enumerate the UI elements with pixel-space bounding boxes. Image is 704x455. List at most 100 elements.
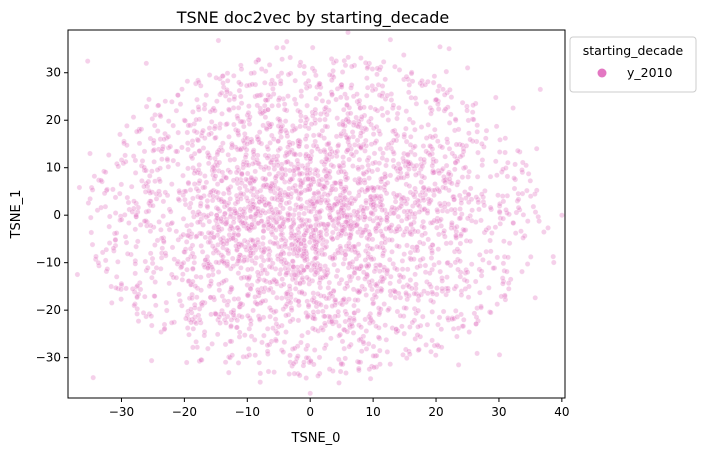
scatter-point <box>452 116 459 122</box>
scatter-point <box>454 314 461 320</box>
scatter-point <box>195 137 201 144</box>
scatter-point <box>260 228 267 234</box>
scatter-point <box>295 161 301 167</box>
scatter-point <box>112 237 119 243</box>
scatter-point <box>235 231 242 238</box>
scatter-point <box>124 142 130 148</box>
scatter-point <box>465 294 472 301</box>
scatter-point <box>205 345 211 352</box>
scatter-point <box>166 280 172 287</box>
scatter-point <box>151 293 158 300</box>
scatter-point <box>227 157 233 163</box>
scatter-point <box>363 271 370 278</box>
scatter-point <box>236 329 243 336</box>
scatter-point <box>464 107 470 114</box>
scatter-point <box>367 104 374 111</box>
scatter-point <box>326 168 333 175</box>
scatter-point <box>213 259 219 266</box>
scatter-point <box>392 63 398 70</box>
scatter-point <box>337 368 344 375</box>
scatter-point <box>393 131 399 137</box>
scatter-point <box>340 297 346 303</box>
scatter-point <box>439 144 446 151</box>
scatter-point <box>183 239 190 245</box>
scatter-point <box>132 226 139 233</box>
scatter-point <box>353 149 360 155</box>
scatter-point <box>261 277 268 283</box>
scatter-point <box>342 355 349 362</box>
scatter-point <box>487 204 494 211</box>
scatter-point <box>211 125 218 132</box>
scatter-point <box>342 62 349 69</box>
scatter-point <box>469 109 476 115</box>
scatter-point <box>240 220 246 226</box>
scatter-point <box>256 139 263 146</box>
scatter-point <box>380 59 387 65</box>
scatter-point <box>275 97 282 103</box>
scatter-point <box>407 189 414 196</box>
scatter-point <box>467 238 474 244</box>
scatter-point <box>323 227 330 234</box>
scatter-point <box>532 209 539 215</box>
scatter-point <box>321 293 327 300</box>
scatter-point <box>353 114 360 121</box>
scatter-point <box>210 193 217 200</box>
scatter-point <box>515 147 521 154</box>
scatter-point <box>259 339 265 346</box>
scatter-point <box>419 232 425 238</box>
scatter-point <box>388 273 394 280</box>
scatter-point <box>426 281 433 288</box>
scatter-point <box>377 193 384 199</box>
scatter-point <box>135 204 142 211</box>
scatter-point <box>245 275 252 281</box>
scatter-point <box>525 170 532 177</box>
scatter-point <box>420 195 426 201</box>
scatter-point <box>156 188 162 195</box>
scatter-point <box>351 119 357 126</box>
scatter-point <box>158 235 165 242</box>
scatter-point <box>356 175 362 182</box>
scatter-point <box>141 167 148 174</box>
scatter-point <box>134 238 141 245</box>
scatter-point <box>323 243 330 250</box>
scatter-point <box>134 305 140 312</box>
scatter-point <box>404 296 411 303</box>
scatter-point <box>298 93 305 99</box>
scatter-point <box>262 209 269 216</box>
scatter-point <box>363 292 370 298</box>
scatter-point <box>151 147 157 153</box>
scatter-point <box>312 166 319 173</box>
scatter-point <box>374 166 381 173</box>
scatter-point <box>198 195 205 201</box>
scatter-point <box>334 267 341 274</box>
scatter-point <box>167 143 174 150</box>
scatter-point <box>408 70 415 77</box>
scatter-point <box>123 239 130 246</box>
scatter-point <box>545 225 551 231</box>
scatter-point <box>496 208 503 215</box>
x-tick-label: −30 <box>109 405 134 419</box>
scatter-point <box>532 191 538 197</box>
scatter-point <box>369 83 376 89</box>
scatter-point <box>359 283 365 290</box>
scatter-point <box>292 151 299 158</box>
scatter-point <box>326 279 333 286</box>
scatter-point <box>208 210 214 217</box>
scatter-point <box>307 182 314 188</box>
scatter-point <box>113 284 119 291</box>
scatter-point <box>404 242 410 249</box>
scatter-point <box>339 338 346 345</box>
scatter-point <box>187 245 194 252</box>
x-tick-label: −10 <box>235 405 260 419</box>
scatter-point <box>409 244 416 250</box>
scatter-point <box>261 196 268 202</box>
scatter-point <box>492 94 499 101</box>
scatter-point <box>400 52 407 58</box>
scatter-point <box>500 260 507 267</box>
scatter-point <box>481 202 488 209</box>
scatter-point <box>177 101 184 107</box>
scatter-point <box>400 232 407 238</box>
scatter-point <box>541 229 547 235</box>
scatter-point <box>273 337 280 344</box>
scatter-point <box>302 114 309 121</box>
